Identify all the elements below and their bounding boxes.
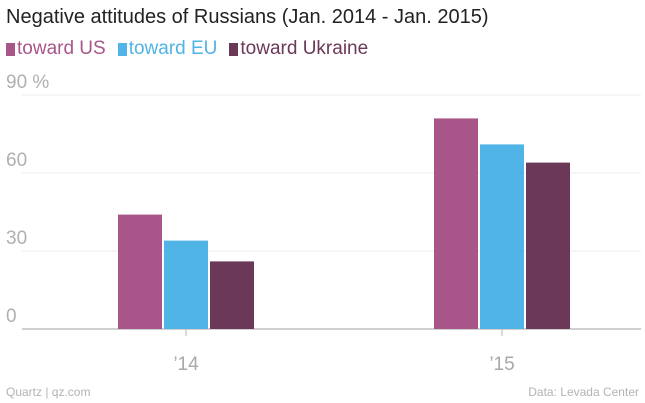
legend-swatch-us: [6, 42, 15, 56]
legend-swatch-eu: [117, 42, 127, 56]
chart-legend: toward US toward EU toward Ukraine: [6, 38, 380, 60]
bar-toward-eu: [164, 240, 208, 329]
footer-source: Data: Levada Center: [528, 385, 639, 399]
legend-item-us: toward US: [6, 38, 106, 60]
chart-title: Negative attitudes of Russians (Jan. 201…: [6, 6, 489, 28]
bar-toward-us: [434, 118, 478, 330]
legend-label-ukraine: toward Ukraine: [240, 38, 369, 59]
x-tick-label: ’14: [173, 354, 199, 375]
bar-toward-us: [118, 214, 162, 329]
y-tick-label: 30: [6, 228, 27, 249]
legend-label-eu: toward EU: [128, 38, 218, 59]
legend-swatch-ukraine: [229, 42, 239, 56]
x-tick-label: ’15: [489, 354, 514, 375]
y-tick-label: 90 %: [6, 72, 49, 93]
footer-credit: Quartz | qz.com: [6, 385, 91, 399]
bar-toward-ukraine: [526, 162, 570, 329]
legend-item-eu: toward EU: [117, 38, 218, 60]
legend-label-us: toward US: [17, 38, 106, 59]
bar-toward-eu: [480, 144, 524, 329]
legend-item-ukraine: toward Ukraine: [229, 38, 368, 60]
y-tick-label: 0: [6, 306, 17, 327]
y-tick-label: 60: [6, 150, 27, 171]
bar-toward-ukraine: [210, 261, 254, 329]
